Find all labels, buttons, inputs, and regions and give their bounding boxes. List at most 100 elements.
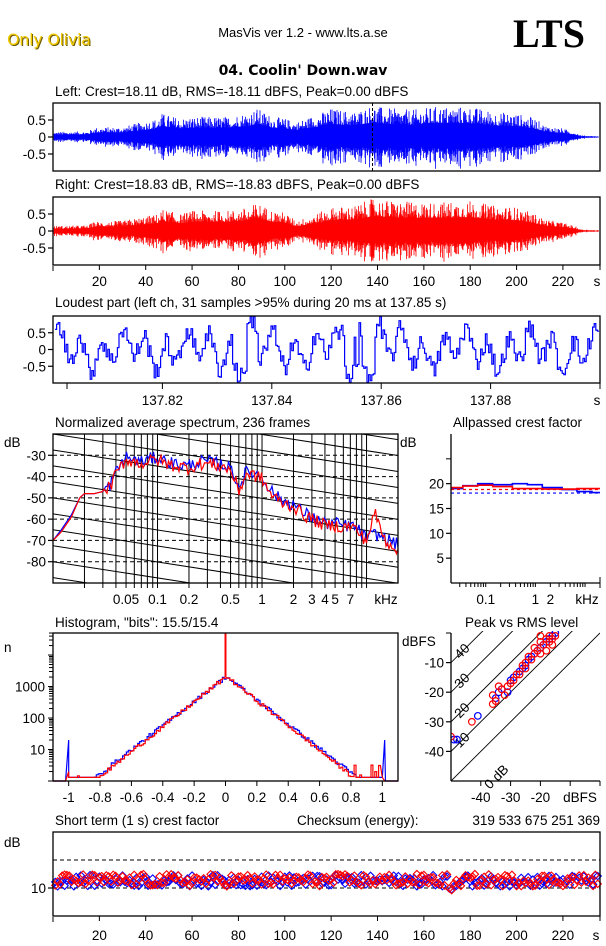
short-term-crest-point-right (419, 870, 429, 880)
peak-rms-point-left (551, 631, 560, 637)
short-term-crest-point-right (141, 874, 151, 884)
histogram-xtick-label: 0.2 (247, 790, 266, 805)
short-term-crest-point-right (424, 878, 433, 888)
loudest-part-xtick-label: 137.88 (470, 393, 511, 408)
short-term-crest-point-right (590, 870, 600, 880)
short-term-crest-point-right (55, 879, 65, 889)
short-term-crest-xtick-label: 140 (366, 928, 389, 943)
waveform-xunit: s (594, 274, 601, 289)
short-term-crest-xtick-label: 120 (320, 928, 343, 943)
album-brand-text: Only Olivia (7, 30, 91, 49)
histogram-xtick-label: -1 (63, 790, 75, 805)
short-term-crest-point-right (247, 879, 257, 888)
loudest-part-xunit: s (594, 393, 601, 408)
peak-vs-rms-title: Peak vs RMS level (465, 615, 578, 630)
short-term-crest-point-right (76, 877, 86, 887)
spectrum-ytick-label: -70 (26, 533, 46, 548)
short-term-crest-plot: dB 10 20 40 60 80 100 120 140 160 180 200 220 s (4, 831, 603, 943)
crest-line (451, 631, 573, 752)
waveform-xtick-label: 100 (274, 274, 297, 289)
left-waveform-title: Left: Crest=18.11 dB, RMS=-18.11 dBFS, P… (55, 84, 408, 99)
file-name: 04. Coolin' Down.wav (218, 63, 388, 79)
left-waveform-trace (53, 107, 599, 169)
peak-rms-point-right (527, 655, 536, 664)
peak-rms-point-left (453, 735, 461, 744)
short-term-crest-point-right (495, 875, 505, 885)
loudest-part-xtick-label: 137.84 (251, 393, 293, 408)
allpass-crest-plot: dB 20 15 10 5 0.1 1 2 kHz (400, 434, 601, 607)
peak-rms-point-left (521, 661, 530, 670)
right-waveform-trace (53, 199, 599, 262)
short-term-crest-point-right (512, 881, 522, 891)
short-term-crest-xtick-label: 60 (185, 928, 200, 943)
short-term-crest-point-right (530, 881, 540, 891)
peak-rms-point-right (512, 670, 521, 679)
spectrum-slope-line (53, 354, 398, 407)
short-term-crest-point-right (523, 876, 533, 886)
loudest-part-plot: 0.5 0-0.5 137.82 137.84 137.86 137.88 s (23, 315, 601, 408)
short-term-crest-point-right (386, 873, 396, 883)
peak-rms-point-right (539, 640, 548, 649)
peak-rms-xtick-label: -30 (501, 790, 521, 805)
app-title: MasVis ver 1.2 - www.lts.a.se (218, 25, 388, 40)
left-waveform-ytick-label: 0.5 (27, 113, 46, 128)
spectrum-xtick-label: 1 (258, 592, 266, 607)
right-waveform-ytick-label: 0 (38, 224, 46, 239)
spectrum-slope-line (53, 529, 398, 583)
histogram-xtick-label: -0.6 (120, 790, 143, 805)
loudest-part-xtick-label: 137.86 (361, 393, 402, 408)
short-term-crest-point-right (215, 873, 225, 883)
short-term-crest-point-right (64, 871, 74, 881)
peak-rms-point-right (467, 717, 476, 726)
allpass-xtick-label: 0.1 (476, 592, 495, 607)
spectrum-slope-line (53, 545, 297, 583)
histogram-xtick-label: -0.4 (151, 790, 175, 805)
short-term-crest-point-right (407, 877, 417, 887)
short-term-crest-xtick-label: 20 (92, 928, 107, 943)
allpass-ytick-label: 10 (429, 526, 444, 541)
waveform-xtick-label: 120 (320, 274, 343, 289)
crest-line (451, 631, 544, 723)
loudest-part-trace (55, 316, 599, 383)
right-waveform-ytick-label: -0.5 (23, 241, 46, 256)
short-term-crest-point-left (210, 880, 220, 890)
right-waveform-ytick-label: 0.5 (27, 207, 46, 222)
short-term-crest-point-right (217, 876, 227, 886)
short-term-crest-xtick-label: 100 (274, 928, 297, 943)
allpass-crest-title: Allpassed crest factor (453, 415, 583, 430)
short-term-crest-point-right (546, 871, 556, 881)
histogram-xtick-label: -0.2 (183, 790, 206, 805)
waveform-xtick-label: 220 (552, 274, 575, 289)
spectrum-title: Normalized average spectrum, 236 frames (55, 415, 310, 430)
peak-rms-point-left (473, 711, 482, 720)
spectrum-xtick-label: 0.5 (221, 592, 240, 607)
spectrum-ytick-label: -50 (26, 491, 46, 506)
short-term-crest-point-right (233, 872, 243, 882)
spectrum-xunit: kHz (374, 592, 397, 607)
short-term-crest-point-right (544, 880, 554, 890)
loudest-part-xtick-label: 137.82 (142, 393, 183, 408)
histogram-ytick-label: 100 (22, 711, 45, 726)
histogram-title: Histogram, "bits": 15.5/15.4 (55, 615, 219, 630)
short-term-crest-point-right (326, 874, 336, 884)
loudest-part-ytick-label: 0.5 (27, 326, 46, 341)
spectrum-slope-line (53, 513, 398, 568)
short-term-crest-point-right (456, 881, 466, 891)
short-term-crest-xtick-label: 160 (413, 928, 436, 943)
short-term-crest-point-right (370, 879, 380, 889)
spectrum-slope-line (53, 561, 194, 583)
spectrum-xtick-label: 5 (331, 592, 339, 607)
spectrum-xtick-label: 3 (308, 592, 316, 607)
short-term-crest-point-right (53, 876, 63, 886)
spectrum-slope-line (255, 434, 398, 457)
spectrum-ytick-label: -60 (26, 512, 46, 527)
spectrum-slope-line (53, 497, 398, 552)
spectrum-xtick-label: 2 (290, 592, 298, 607)
waveform-xtick-label: 140 (366, 274, 389, 289)
checksum-label: Checksum (energy): (297, 813, 419, 828)
short-term-crest-point-right (442, 870, 452, 879)
waveform-xtick-label: 40 (138, 274, 153, 289)
waveform-xtick-label: 200 (505, 274, 528, 289)
peak-rms-point-right (521, 658, 530, 667)
spectrum-ytick-label: -30 (26, 448, 46, 463)
